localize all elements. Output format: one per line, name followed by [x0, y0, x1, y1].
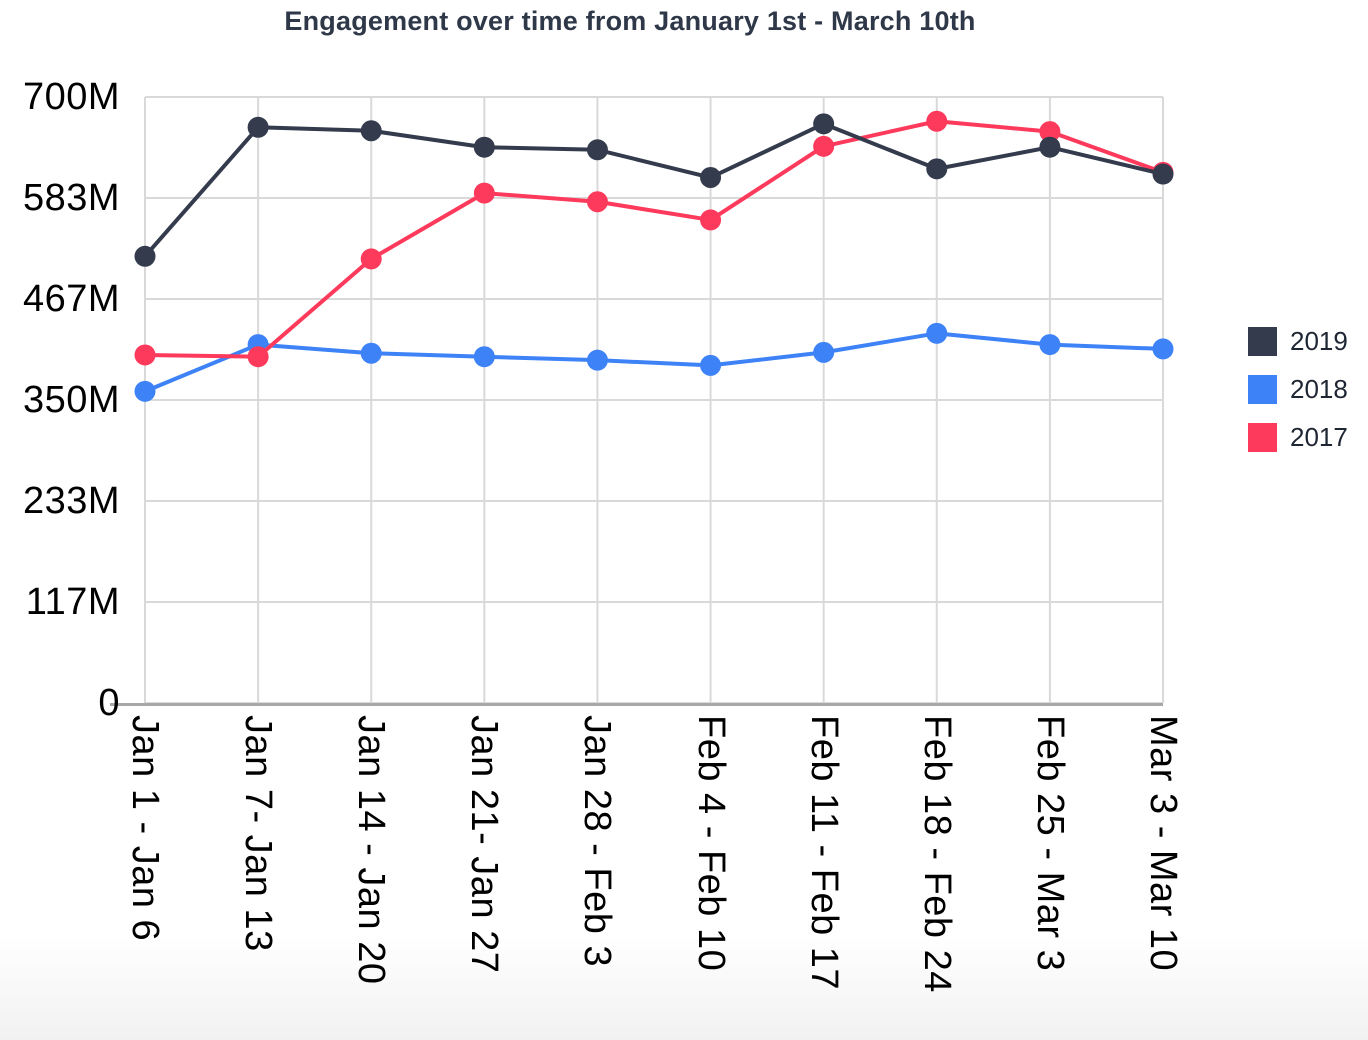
legend-swatch-2019: [1248, 327, 1277, 356]
x-tick-label: Feb 18 - Feb 24: [915, 715, 958, 993]
y-tick-label: 117M: [25, 580, 120, 623]
y-tick-label: 700M: [22, 76, 120, 118]
legend-item-2017[interactable]: 2017: [1248, 422, 1348, 453]
legend-swatch-2018: [1248, 375, 1277, 404]
chart-title: Engagement over time from January 1st - …: [284, 6, 976, 36]
x-tick-label: Jan 1 - Jan 6: [124, 715, 166, 942]
x-tick-label: Mar 3 - Mar 10: [1142, 715, 1184, 972]
legend-label-2019: 2019: [1290, 326, 1348, 356]
x-tick-label: Jan 14 - Jan 20: [350, 715, 393, 985]
legend: 2019 2018 2017: [1248, 326, 1348, 470]
legend-item-2019[interactable]: 2019: [1248, 326, 1348, 357]
x-tick-label: Feb 11 - Feb 17: [802, 715, 845, 991]
y-tick-label: 467M: [22, 277, 120, 320]
y-tick-label: 233M: [22, 480, 120, 523]
x-tick-label: Jan 21- Jan 27: [463, 715, 506, 974]
y-tick-label: 583M: [22, 177, 120, 220]
legend-swatch-2017: [1248, 423, 1277, 452]
legend-item-2018[interactable]: 2018: [1248, 374, 1348, 405]
legend-label-2018: 2018: [1290, 374, 1348, 404]
x-tick-label: Feb 25 - Mar 3: [1028, 715, 1071, 972]
legend-label-2017: 2017: [1290, 422, 1348, 452]
x-tick-label: Jan 28 - Feb 3: [576, 715, 619, 968]
x-tick-label: Jan 7- Jan 13: [237, 715, 280, 952]
x-tick-label: Feb 4 - Feb 10: [689, 715, 732, 972]
y-tick-label: 0: [98, 682, 120, 724]
y-tick-label: 350M: [22, 379, 120, 421]
